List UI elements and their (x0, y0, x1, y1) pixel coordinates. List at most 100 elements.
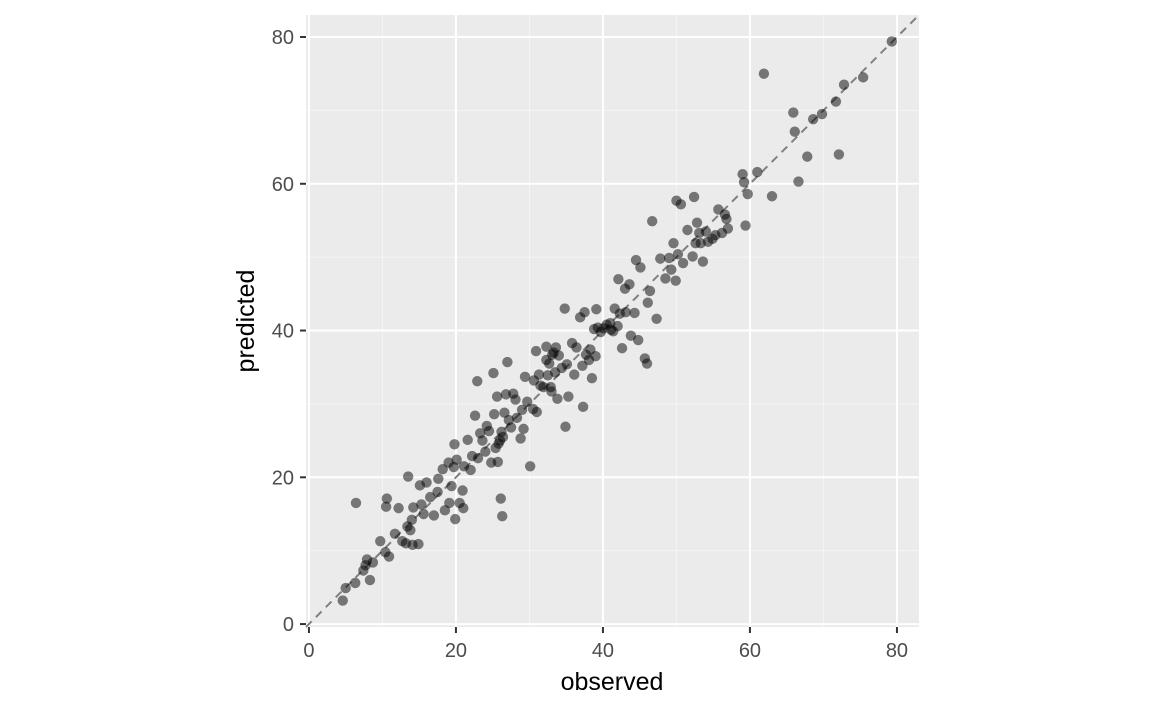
y-axis-title: predicted (232, 270, 260, 373)
data-point (561, 359, 573, 370)
data-point (616, 342, 628, 354)
data-point (337, 595, 348, 606)
data-point (802, 151, 813, 162)
data-point (620, 306, 631, 318)
data-point (533, 369, 545, 380)
data-point (721, 213, 732, 225)
data-point (480, 446, 491, 457)
x-tick-label: 60 (739, 640, 761, 662)
data-point (502, 356, 513, 368)
data-point (450, 513, 461, 525)
x-axis: 0 20 40 60 80 (303, 627, 908, 662)
data-point (546, 386, 557, 397)
y-tick-label: 0 (283, 614, 294, 636)
data-point (668, 238, 679, 249)
data-point (613, 273, 624, 285)
x-tick-label: 80 (886, 640, 908, 662)
data-point (789, 126, 800, 137)
x-tick-label: 0 (303, 640, 314, 662)
data-point (350, 497, 362, 509)
data-point (629, 307, 640, 319)
data-point (421, 477, 432, 488)
data-point (530, 345, 542, 357)
y-tick-label: 20 (272, 467, 294, 489)
y-tick-label: 80 (272, 27, 294, 49)
data-point (389, 528, 401, 540)
data-point (642, 297, 653, 308)
data-point (469, 410, 481, 421)
data-point (522, 396, 533, 407)
data-point (838, 79, 850, 90)
data-point (550, 342, 562, 353)
data-point (675, 199, 687, 210)
data-point (375, 535, 386, 547)
data-point (465, 464, 476, 476)
data-point (428, 510, 440, 521)
minor-gridlines (306, 15, 919, 627)
data-point (886, 36, 898, 47)
data-point (515, 433, 526, 444)
data-point (380, 501, 392, 512)
data-point (738, 177, 750, 188)
data-point (742, 188, 753, 200)
x-tick-label: 40 (592, 640, 614, 662)
data-point (553, 350, 565, 361)
y-tick-label: 40 (272, 321, 294, 343)
data-point (697, 256, 709, 267)
y-tick-label: 60 (272, 174, 294, 196)
data-point (577, 401, 589, 413)
data-point (505, 422, 517, 433)
data-point (857, 72, 869, 83)
data-point (406, 514, 418, 526)
data-point (472, 375, 483, 387)
data-point (511, 412, 523, 424)
data-point (571, 342, 582, 353)
data-point (408, 502, 419, 513)
data-point (451, 454, 462, 465)
data-point (483, 425, 495, 437)
data-point (497, 431, 509, 443)
data-point (495, 493, 506, 504)
data-point (472, 453, 484, 464)
data-point (425, 491, 436, 503)
data-point (524, 461, 536, 472)
data-point (682, 224, 693, 236)
data-point (416, 499, 427, 510)
data-point (516, 404, 528, 415)
data-point (579, 306, 590, 318)
data-point (688, 191, 700, 203)
data-point (646, 216, 658, 227)
data-point (635, 262, 646, 273)
data-point (560, 421, 571, 432)
data-point (569, 369, 580, 380)
data-point (830, 96, 842, 107)
data-point (700, 226, 712, 237)
data-point (477, 435, 488, 446)
data-point (488, 408, 500, 420)
data-point (591, 304, 602, 315)
data-point (432, 486, 443, 498)
data-point (737, 169, 748, 180)
data-point (559, 303, 570, 314)
x-axis-title: observed (561, 668, 664, 696)
data-point (383, 551, 395, 562)
data-point (458, 502, 469, 514)
data-point (457, 485, 468, 496)
x-tick-label: 20 (445, 640, 467, 662)
data-point (462, 434, 473, 446)
data-point (402, 471, 414, 482)
data-point (340, 582, 351, 594)
data-point (816, 108, 828, 120)
data-point (793, 176, 804, 187)
data-point (586, 373, 598, 384)
data-point (405, 524, 416, 536)
data-point (788, 107, 799, 118)
y-axis: 0 20 40 60 80 (272, 27, 306, 636)
data-point (538, 381, 549, 393)
data-point (677, 257, 689, 269)
data-point (666, 264, 677, 275)
data-point (444, 497, 455, 509)
data-point (488, 367, 499, 379)
data-point (497, 510, 508, 522)
